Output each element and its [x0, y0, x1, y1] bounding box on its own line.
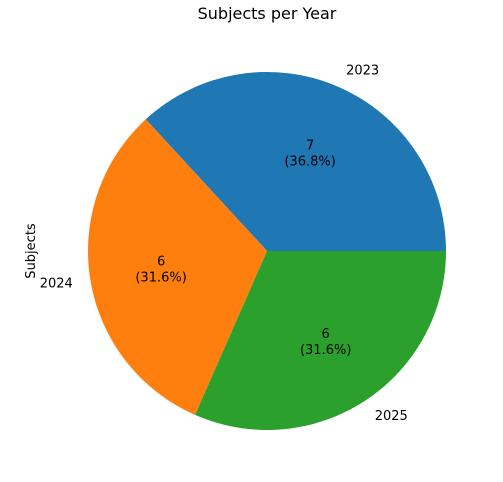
category-label-2024: 2024: [40, 276, 73, 291]
value-label-2025: 6: [322, 327, 330, 342]
percent-label-2025: (31.6%): [300, 343, 351, 358]
y-axis-label: Subjects: [24, 223, 39, 279]
percent-label-2023: (36.8%): [284, 155, 335, 170]
pie-slice-2024: [88, 119, 268, 415]
pie-slice-2023: [145, 72, 446, 252]
pie-slices: [88, 72, 446, 430]
value-label-2023: 7: [306, 139, 314, 154]
category-label-2025: 2025: [375, 409, 408, 424]
pie-slice-2025: [195, 251, 446, 430]
category-label-2023: 2023: [346, 64, 379, 79]
value-label-2024: 6: [157, 255, 165, 270]
percent-label-2024: (31.6%): [135, 271, 186, 286]
chart-title: Subjects per Year: [198, 4, 337, 23]
